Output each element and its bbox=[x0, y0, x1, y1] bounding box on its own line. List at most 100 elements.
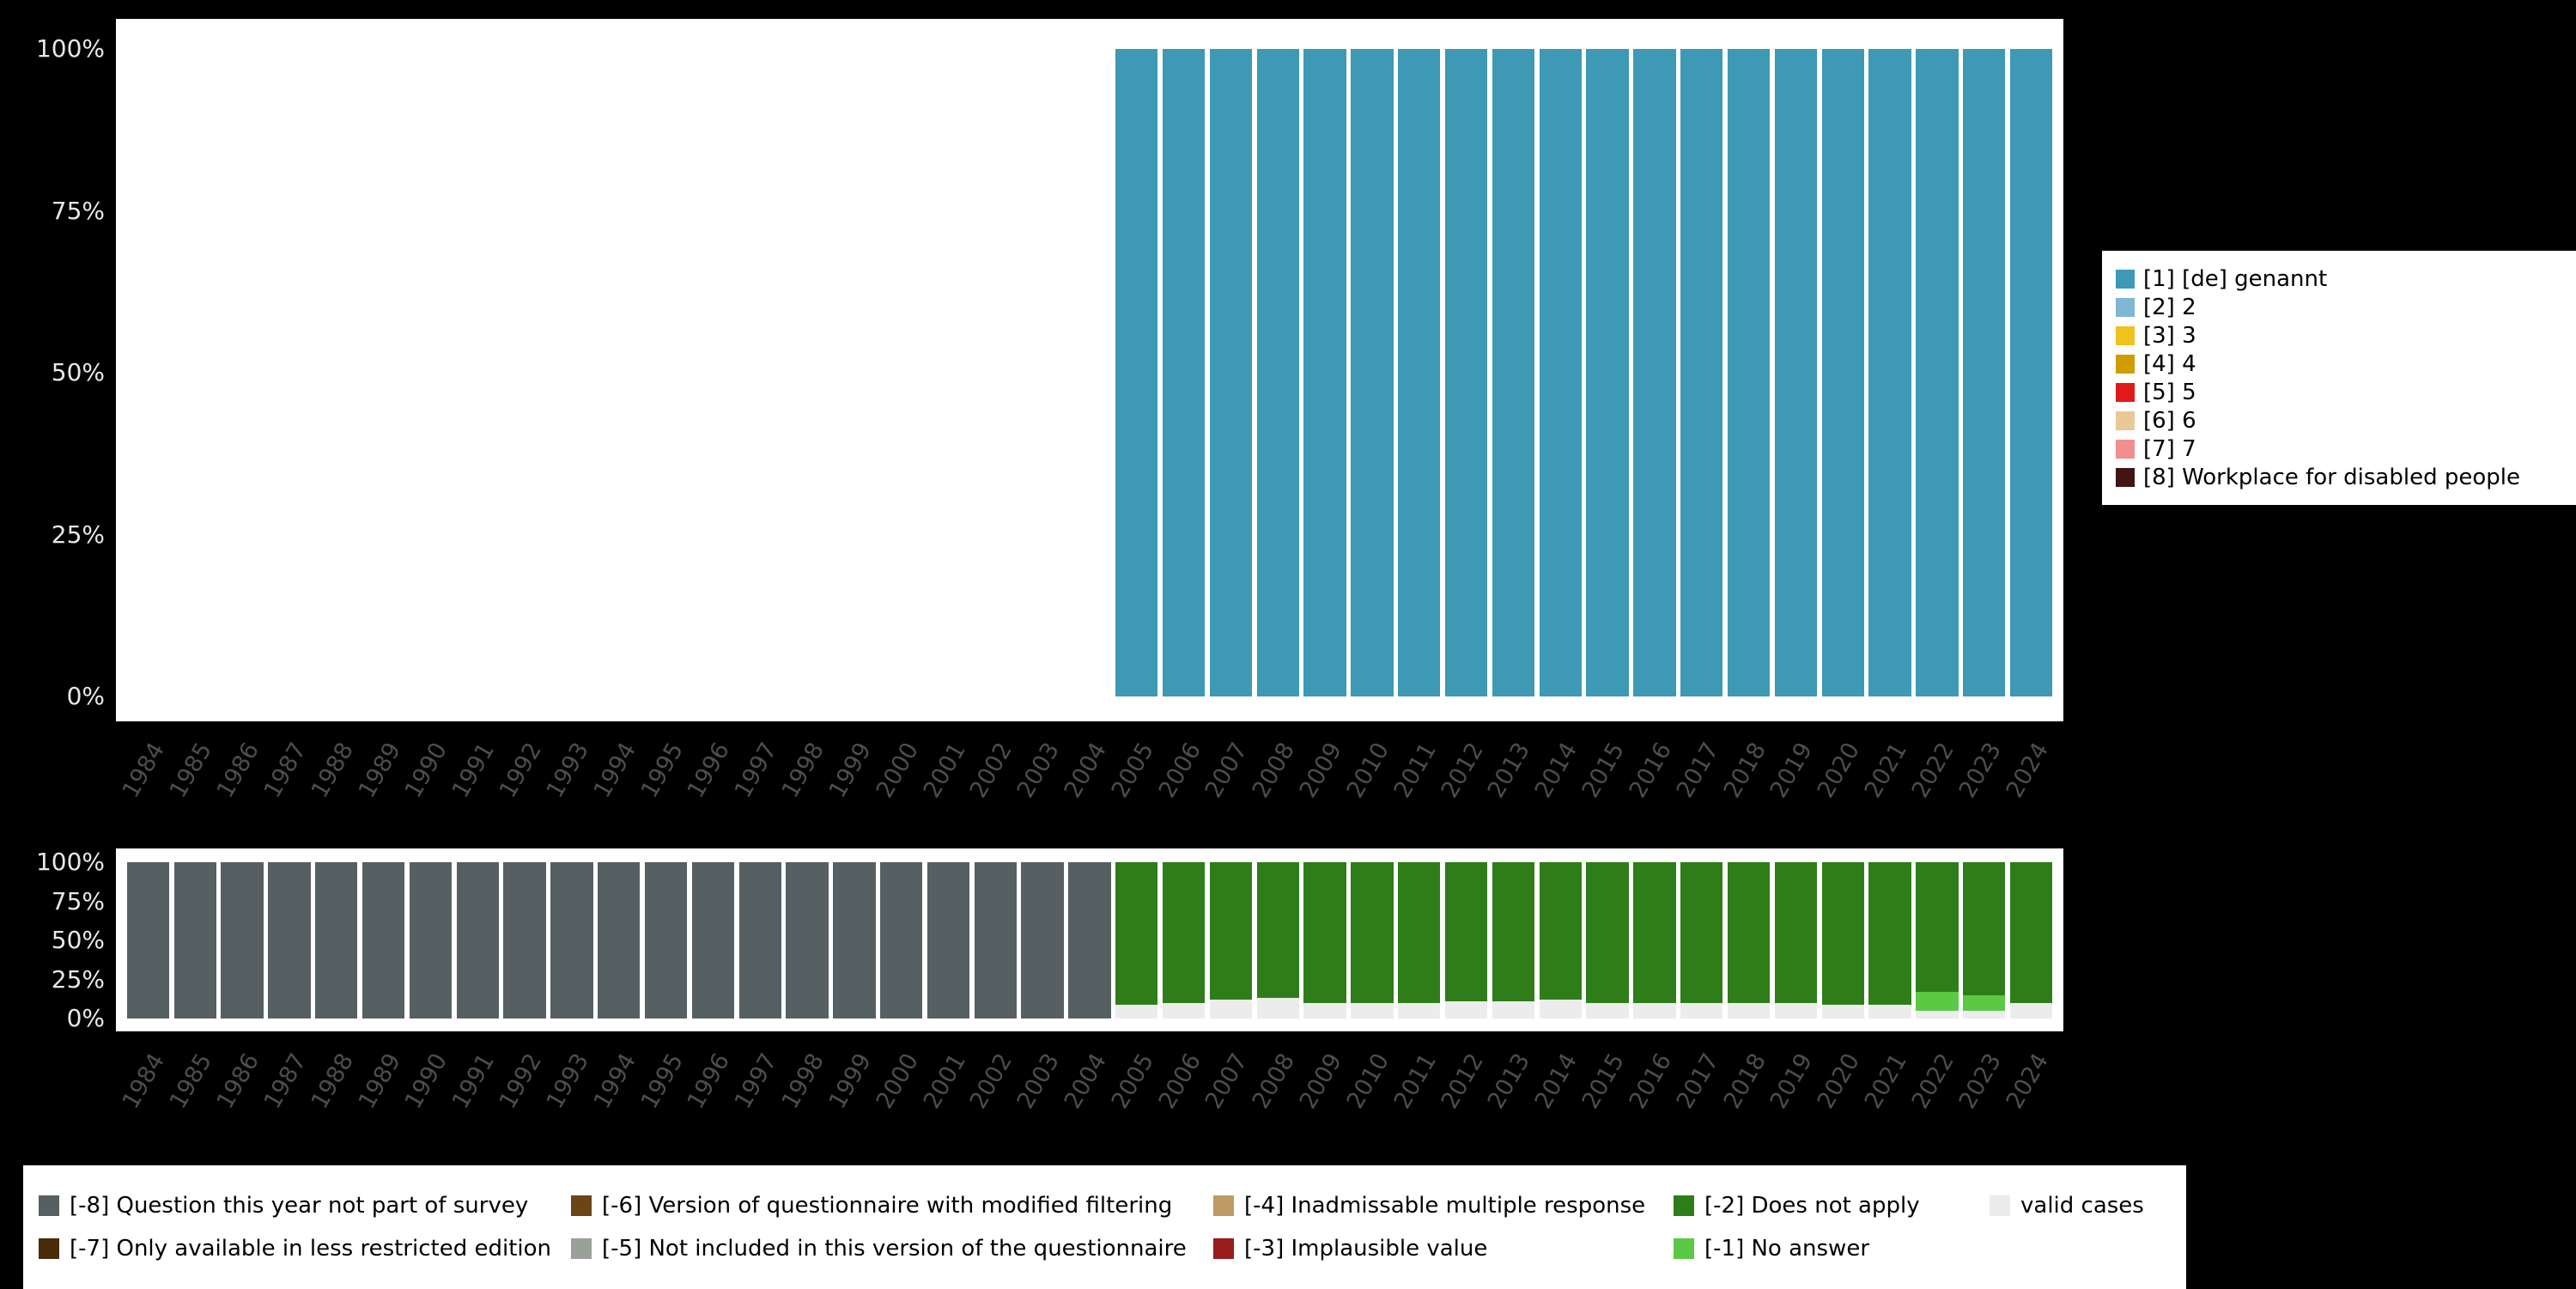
stacked-bar bbox=[927, 49, 969, 696]
missing-bar-2024 bbox=[2008, 862, 2055, 1018]
values-chart-plot-area bbox=[116, 19, 2063, 721]
stacked-bar bbox=[1162, 862, 1206, 1018]
missing-bar-2009 bbox=[1302, 862, 1349, 1018]
bar-segment bbox=[644, 862, 688, 1018]
bar-segment bbox=[1209, 49, 1253, 696]
values-bar-1987 bbox=[265, 49, 313, 696]
bar-segment bbox=[1727, 862, 1771, 1003]
values-bar-1988 bbox=[313, 49, 360, 696]
y-axis-tick-label: 0% bbox=[66, 682, 105, 710]
missing-bar-1984 bbox=[125, 862, 172, 1018]
values-chart-x-axis: 1984 1985 1986 1987 1988 1989 1990 1991 1992 1993… bbox=[118, 730, 2055, 854]
stacked-bar bbox=[879, 862, 923, 1018]
missing-code-legend-item: [-3] Implausible value bbox=[1213, 1227, 1674, 1270]
stacked-bar bbox=[1492, 862, 1535, 1018]
missing-bar-2001 bbox=[925, 862, 972, 1018]
values-bar-1997 bbox=[737, 49, 784, 696]
stacked-bar bbox=[1963, 862, 2006, 1018]
bar-segment bbox=[1633, 1002, 1676, 1018]
missing-code-legend-item: [-2] Does not apply bbox=[1674, 1184, 1990, 1227]
stacked-bar bbox=[221, 862, 264, 1018]
stacked-bar bbox=[1115, 862, 1158, 1018]
stacked-bar bbox=[786, 49, 828, 696]
missing-bar-2004 bbox=[1066, 862, 1114, 1018]
missing-bar-2000 bbox=[878, 862, 925, 1018]
bar-segment bbox=[598, 862, 641, 1018]
missing-bar-2011 bbox=[1395, 862, 1443, 1018]
missing-chart-y-axis: 100% 75% 50% 25% 0% bbox=[0, 850, 105, 1031]
missing-bar-2013 bbox=[1490, 862, 1537, 1018]
stacked-bar bbox=[1444, 862, 1488, 1018]
stacked-bar bbox=[598, 862, 641, 1018]
bar-segment bbox=[1916, 1010, 1959, 1018]
stacked-bar bbox=[645, 49, 687, 696]
bar-segment bbox=[2009, 1002, 2053, 1018]
stacked-bar bbox=[833, 862, 876, 1018]
values-bar-1999 bbox=[830, 49, 878, 696]
bar-segment bbox=[1492, 1000, 1535, 1018]
bar-segment bbox=[1162, 49, 1206, 696]
legend-color-swatch bbox=[2116, 467, 2135, 487]
bar-segment bbox=[1680, 1002, 1723, 1018]
bar-segment bbox=[1916, 862, 1959, 993]
bar-segment bbox=[1680, 862, 1723, 1003]
bar-segment bbox=[1774, 862, 1818, 1003]
bar-segment bbox=[221, 862, 264, 1018]
stacked-bar bbox=[1916, 862, 1959, 1018]
stacked-bar bbox=[692, 49, 734, 696]
missing-chart-plot-area bbox=[116, 848, 2063, 1031]
legend-label: [4] 4 bbox=[2143, 350, 2196, 377]
bar-segment bbox=[1068, 862, 1111, 1018]
values-bar-2007 bbox=[1207, 49, 1255, 696]
bar-segment bbox=[833, 862, 876, 1018]
missing-bar-2014 bbox=[1537, 862, 1584, 1018]
values-bar-2000 bbox=[878, 49, 925, 696]
bar-segment bbox=[1162, 1002, 1206, 1018]
bar-segment bbox=[1868, 1004, 1911, 1018]
legend-color-swatch bbox=[1674, 1195, 1694, 1216]
bar-segment bbox=[1115, 862, 1158, 1005]
bar-segment bbox=[173, 862, 216, 1018]
bar-segment bbox=[1115, 49, 1158, 696]
value-code-legend-item: [2] 2 bbox=[2116, 293, 2574, 321]
bar-segment bbox=[1774, 1002, 1818, 1018]
stacked-bar bbox=[1492, 49, 1535, 696]
bar-segment bbox=[1021, 862, 1064, 1018]
missing-bar-2020 bbox=[1820, 862, 1867, 1018]
missing-bar-2022 bbox=[1913, 862, 1960, 1018]
missing-code-legend-item: [-6] Version of questionnaire with modif… bbox=[571, 1184, 1213, 1227]
values-chart-y-axis: 100% 75% 50% 25% 0% bbox=[0, 37, 105, 708]
values-bar-1998 bbox=[784, 49, 831, 696]
legend-label: [-8] Question this year not part of surv… bbox=[70, 1193, 529, 1219]
stacked-bar bbox=[268, 862, 311, 1018]
values-bar-1993 bbox=[548, 49, 595, 696]
stacked-bar bbox=[1868, 862, 1911, 1018]
legend-color-swatch bbox=[571, 1195, 592, 1216]
legend-label: [-5] Not included in this version of the… bbox=[602, 1236, 1187, 1262]
bar-segment bbox=[1633, 862, 1676, 1003]
bar-segment bbox=[1963, 862, 2006, 995]
bar-segment bbox=[550, 862, 593, 1018]
values-bar-2018 bbox=[1725, 49, 1772, 696]
stacked-bar bbox=[1774, 862, 1818, 1018]
stacked-bar bbox=[126, 862, 170, 1018]
bar-segment bbox=[1916, 49, 1959, 696]
stacked-bar bbox=[1539, 49, 1582, 696]
bar-segment bbox=[1963, 994, 2006, 1011]
legend-color-swatch bbox=[2116, 382, 2135, 402]
legend-label: [7] 7 bbox=[2143, 435, 2196, 462]
bar-segment bbox=[1586, 862, 1629, 1003]
stacked-bar bbox=[1586, 862, 1629, 1018]
values-bar-2016 bbox=[1631, 49, 1679, 696]
value-code-legend-item: [6] 6 bbox=[2116, 406, 2574, 435]
stacked-bar bbox=[268, 49, 310, 696]
y-axis-tick-label: 75% bbox=[51, 886, 105, 915]
value-code-legend-item: [3] 3 bbox=[2116, 321, 2574, 350]
bar-segment bbox=[1444, 1000, 1488, 1018]
stacked-bar bbox=[1727, 862, 1771, 1018]
bar-segment bbox=[1963, 1010, 2006, 1018]
bar-segment bbox=[361, 862, 405, 1018]
bar-segment bbox=[1680, 49, 1723, 696]
bar-segment bbox=[1539, 862, 1582, 1000]
values-bar-2009 bbox=[1302, 49, 1349, 696]
